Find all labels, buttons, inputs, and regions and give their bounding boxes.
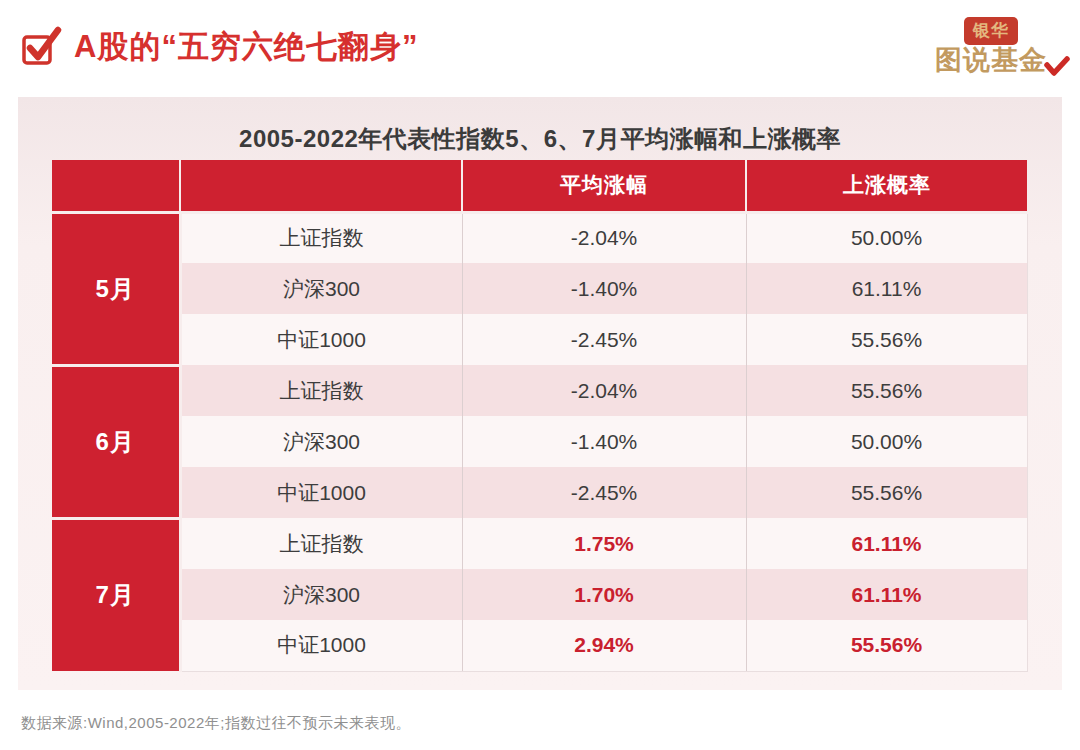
month-cell: 5月	[52, 212, 180, 365]
page-title: A股的“五穷六绝七翻身”	[74, 26, 418, 68]
prob-cell: 61.11%	[746, 569, 1027, 620]
index-name-cell: 上证指数	[180, 212, 462, 263]
brand-checkmark-icon	[1044, 53, 1070, 81]
avg-cell: 1.75%	[462, 518, 746, 569]
header-prob-cell: 上涨概率	[746, 160, 1027, 212]
avg-cell: -2.45%	[462, 467, 746, 518]
header-index-cell	[180, 160, 462, 212]
data-table: 平均涨幅 上涨概率 5月 上证指数 -2.04% 50.00% 沪深300 -1…	[52, 160, 1028, 672]
infographic-panel: 2005-2022年代表性指数5、6、7月平均涨幅和上涨概率 平均涨幅 上涨概率…	[18, 97, 1062, 690]
header-avg-cell: 平均涨幅	[462, 160, 746, 212]
table-row: 沪深300 -1.40% 50.00%	[52, 416, 1027, 467]
index-name-cell: 沪深300	[180, 569, 462, 620]
brand-name-text: 图说基金	[935, 45, 1047, 75]
checkbox-check-icon	[22, 26, 62, 68]
brand-logo: 银华 图说基金	[920, 17, 1062, 74]
table-row: 6月 上证指数 -2.04% 55.56%	[52, 365, 1027, 416]
index-name-cell: 中证1000	[180, 467, 462, 518]
header-month-cell	[52, 160, 180, 212]
prob-cell: 55.56%	[746, 467, 1027, 518]
prob-cell: 61.11%	[746, 263, 1027, 314]
index-name-cell: 中证1000	[180, 620, 462, 671]
table-row: 中证1000 -2.45% 55.56%	[52, 467, 1027, 518]
table-row: 中证1000 2.94% 55.56%	[52, 620, 1027, 671]
avg-cell: 2.94%	[462, 620, 746, 671]
index-name-cell: 中证1000	[180, 314, 462, 365]
table-row: 5月 上证指数 -2.04% 50.00%	[52, 212, 1027, 263]
prob-cell: 50.00%	[746, 212, 1027, 263]
avg-cell: -2.04%	[462, 365, 746, 416]
table-row: 7月 上证指数 1.75% 61.11%	[52, 518, 1027, 569]
table-header-row: 平均涨幅 上涨概率	[52, 160, 1027, 212]
brand-badge: 银华	[964, 17, 1018, 45]
index-name-cell: 沪深300	[180, 263, 462, 314]
page-header: A股的“五穷六绝七翻身”	[22, 26, 418, 68]
month-cell: 7月	[52, 518, 180, 671]
index-name-cell: 上证指数	[180, 365, 462, 416]
index-name-cell: 上证指数	[180, 518, 462, 569]
prob-cell: 50.00%	[746, 416, 1027, 467]
avg-cell: -1.40%	[462, 263, 746, 314]
table-row: 沪深300 -1.40% 61.11%	[52, 263, 1027, 314]
brand-name: 图说基金	[920, 46, 1062, 74]
data-source-note: 数据来源:Wind,2005-2022年;指数过往不预示未来表现。	[21, 714, 411, 733]
table-row: 沪深300 1.70% 61.11%	[52, 569, 1027, 620]
avg-cell: -2.04%	[462, 212, 746, 263]
prob-cell: 61.11%	[746, 518, 1027, 569]
prob-cell: 55.56%	[746, 365, 1027, 416]
month-cell: 6月	[52, 365, 180, 518]
avg-cell: -2.45%	[462, 314, 746, 365]
table-row: 中证1000 -2.45% 55.56%	[52, 314, 1027, 365]
avg-cell: 1.70%	[462, 569, 746, 620]
index-name-cell: 沪深300	[180, 416, 462, 467]
table-title: 2005-2022年代表性指数5、6、7月平均涨幅和上涨概率	[18, 123, 1062, 155]
avg-cell: -1.40%	[462, 416, 746, 467]
prob-cell: 55.56%	[746, 620, 1027, 671]
prob-cell: 55.56%	[746, 314, 1027, 365]
